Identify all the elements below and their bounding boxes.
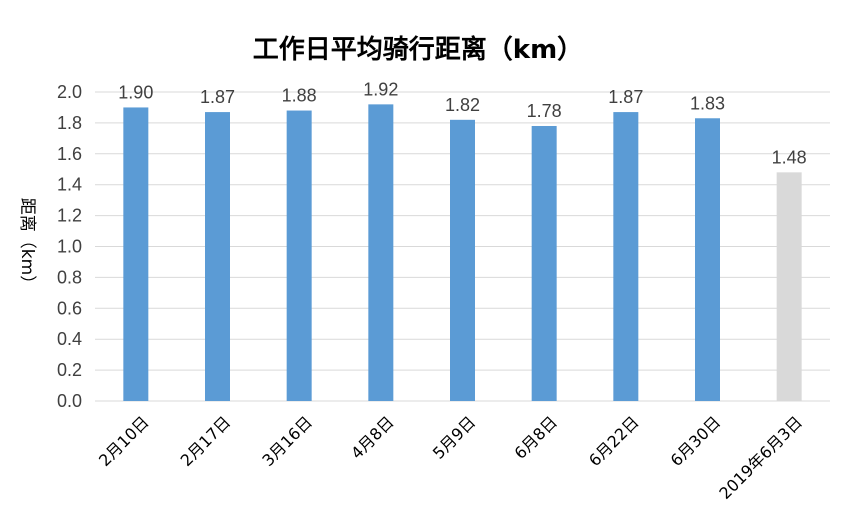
data-label: 1.83 — [690, 93, 725, 113]
y-tick-label: 0.8 — [57, 267, 82, 287]
bar — [286, 110, 312, 401]
y-axis-ticks: 0.0 0.2 0.4 0.6 0.8 1.0 1.2 1.4 1.6 1.8 2.0 — [57, 82, 82, 411]
y-tick-label: 2.0 — [57, 82, 82, 102]
x-tick-label: 4月8日 — [347, 412, 397, 462]
x-tick-label: 6月8日 — [511, 412, 561, 462]
y-tick-label: 1.4 — [57, 175, 82, 195]
data-label: 1.90 — [118, 82, 153, 102]
data-label: 1.78 — [527, 101, 562, 121]
data-labels: 1.90 1.87 1.88 1.92 1.82 1.78 1.87 1.83 1.48 — [118, 79, 806, 167]
x-tick-label: 5月9日 — [429, 412, 479, 462]
x-tick-label: 6月30日 — [667, 412, 725, 470]
y-axis-label: 距离（km） — [17, 198, 37, 292]
data-label: 1.48 — [772, 147, 807, 167]
bar — [368, 104, 394, 402]
x-axis-ticks: 2月10日 2月17日 3月16日 4月8日 5月9日 6月8日 6月22日 6月30日201… — [95, 412, 806, 503]
y-tick-label: 1.0 — [57, 237, 82, 257]
data-label: 1.87 — [200, 87, 235, 107]
y-tick-label: 0.0 — [57, 391, 82, 411]
y-tick-label: 1.6 — [57, 144, 82, 164]
x-tick-label: 6月22日 — [585, 412, 643, 470]
bar — [531, 125, 557, 402]
x-tick-label: 2019年6月3日 — [715, 412, 806, 503]
x-tick-label: 3月16日 — [258, 412, 316, 470]
data-label: 1.87 — [608, 87, 643, 107]
bar — [450, 119, 475, 401]
y-tick-label: 1.2 — [57, 206, 82, 226]
bar — [123, 107, 149, 401]
y-tick-label: 1.8 — [57, 113, 82, 133]
y-tick-label: 0.4 — [57, 329, 82, 349]
bars — [123, 104, 802, 402]
data-label: 1.88 — [282, 86, 317, 106]
bar — [695, 118, 720, 401]
x-tick-label: 2月10日 — [95, 412, 153, 470]
x-tick-label: 2月17日 — [177, 412, 235, 470]
y-tick-label: 0.2 — [57, 360, 82, 380]
y-tick-label: 0.6 — [57, 298, 82, 318]
data-label: 1.82 — [445, 95, 480, 115]
data-label: 1.92 — [363, 79, 398, 99]
bar — [613, 112, 639, 402]
bar — [776, 172, 802, 401]
chart-title: 工作日平均骑行距离（km） — [253, 34, 583, 65]
bar — [205, 112, 230, 402]
